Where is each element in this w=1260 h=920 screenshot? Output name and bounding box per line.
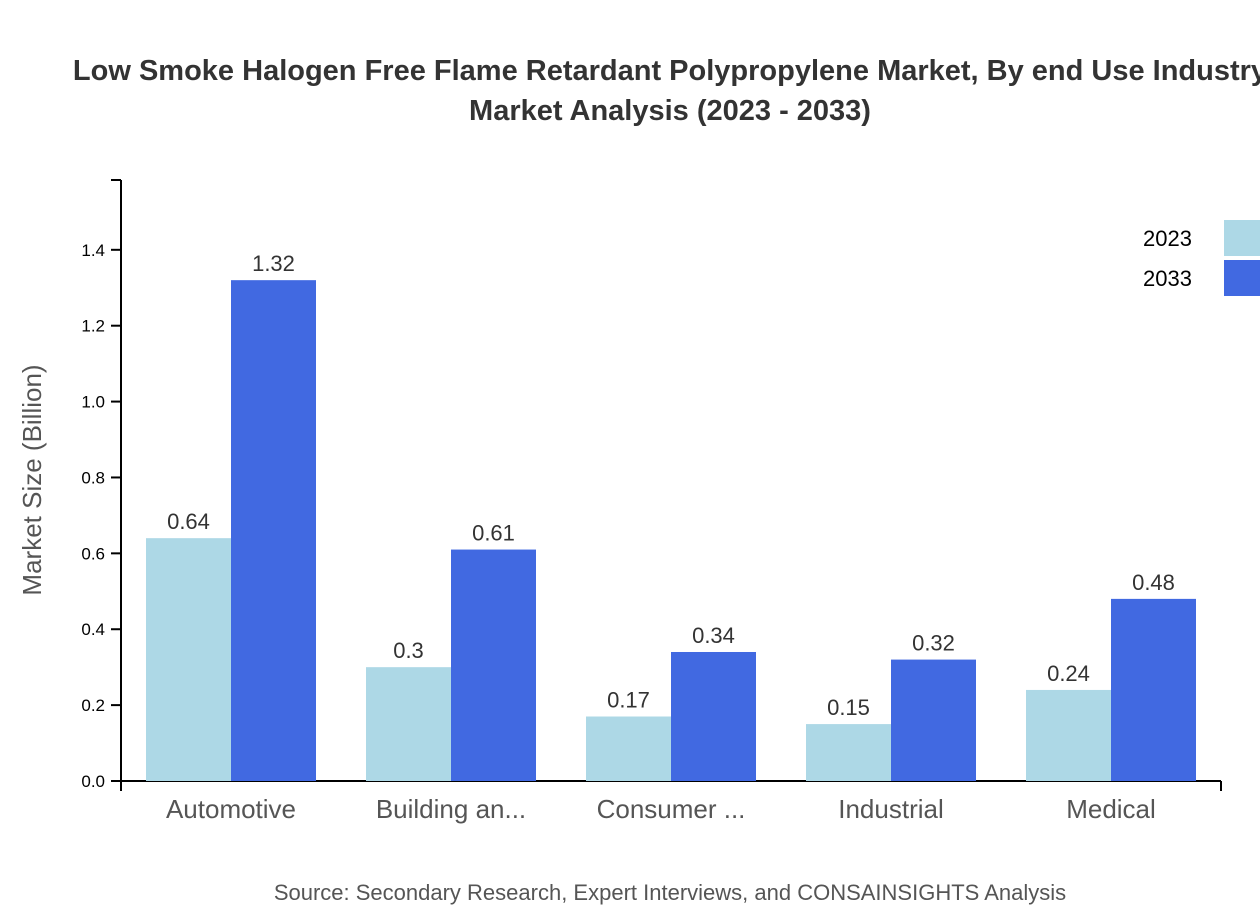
- x-tick-label: Building an...: [376, 794, 526, 824]
- bar-2023: [586, 716, 671, 781]
- y-axis-label: Market Size (Billion): [17, 364, 47, 595]
- legend-swatch: [1224, 260, 1260, 296]
- bar-2023: [806, 724, 891, 781]
- x-tick-label: Automotive: [166, 794, 296, 824]
- y-tick-label: 1.2: [81, 317, 105, 336]
- legend-label: 2023: [1143, 226, 1192, 251]
- chart-title: Low Smoke Halogen Free Flame Retardant P…: [73, 55, 1260, 87]
- y-tick-label: 1.0: [81, 393, 105, 412]
- x-tick-label: Industrial: [838, 794, 944, 824]
- data-label: 1.32: [252, 251, 295, 276]
- y-tick-label: 1.4: [81, 241, 105, 260]
- y-tick-label: 0.4: [81, 620, 105, 639]
- bar-2033: [891, 659, 976, 781]
- legend-label: 2033: [1143, 266, 1192, 291]
- data-label: 0.48: [1132, 570, 1175, 595]
- data-label: 0.24: [1047, 661, 1090, 686]
- x-tick-label: Medical: [1066, 794, 1156, 824]
- y-tick-label: 0.2: [81, 696, 105, 715]
- data-label: 0.34: [692, 623, 735, 648]
- bar-2033: [1111, 598, 1196, 781]
- source-note: Source: Secondary Research, Expert Inter…: [274, 880, 1066, 905]
- y-tick-label: 0.0: [81, 772, 105, 791]
- bar-2023: [1026, 689, 1111, 781]
- bar-2033: [231, 280, 316, 781]
- data-label: 0.64: [167, 509, 210, 534]
- x-tick-label: Consumer ...: [597, 794, 746, 824]
- data-label: 0.32: [912, 631, 955, 656]
- data-label: 0.3: [393, 638, 424, 663]
- legend-swatch: [1224, 220, 1260, 256]
- chart-subtitle: Market Analysis (2023 - 2033): [469, 95, 871, 127]
- y-tick-label: 0.6: [81, 544, 105, 563]
- data-label: 0.61: [472, 521, 515, 546]
- data-label: 0.17: [607, 687, 650, 712]
- bar-2023: [366, 667, 451, 781]
- bar-2033: [451, 549, 536, 781]
- y-tick-label: 0.8: [81, 468, 105, 487]
- data-label: 0.15: [827, 695, 870, 720]
- bar-2033: [671, 651, 756, 781]
- bar-2023: [146, 538, 231, 781]
